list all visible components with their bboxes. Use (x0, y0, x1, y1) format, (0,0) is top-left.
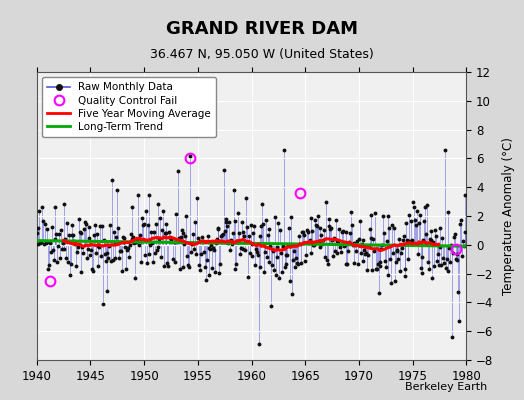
Text: Berkeley Earth: Berkeley Earth (405, 382, 487, 392)
Y-axis label: Temperature Anomaly (°C): Temperature Anomaly (°C) (502, 137, 515, 295)
Text: 36.467 N, 95.050 W (United States): 36.467 N, 95.050 W (United States) (150, 48, 374, 61)
Text: GRAND RIVER DAM: GRAND RIVER DAM (166, 20, 358, 38)
Legend: Raw Monthly Data, Quality Control Fail, Five Year Moving Average, Long-Term Tren: Raw Monthly Data, Quality Control Fail, … (42, 77, 216, 137)
